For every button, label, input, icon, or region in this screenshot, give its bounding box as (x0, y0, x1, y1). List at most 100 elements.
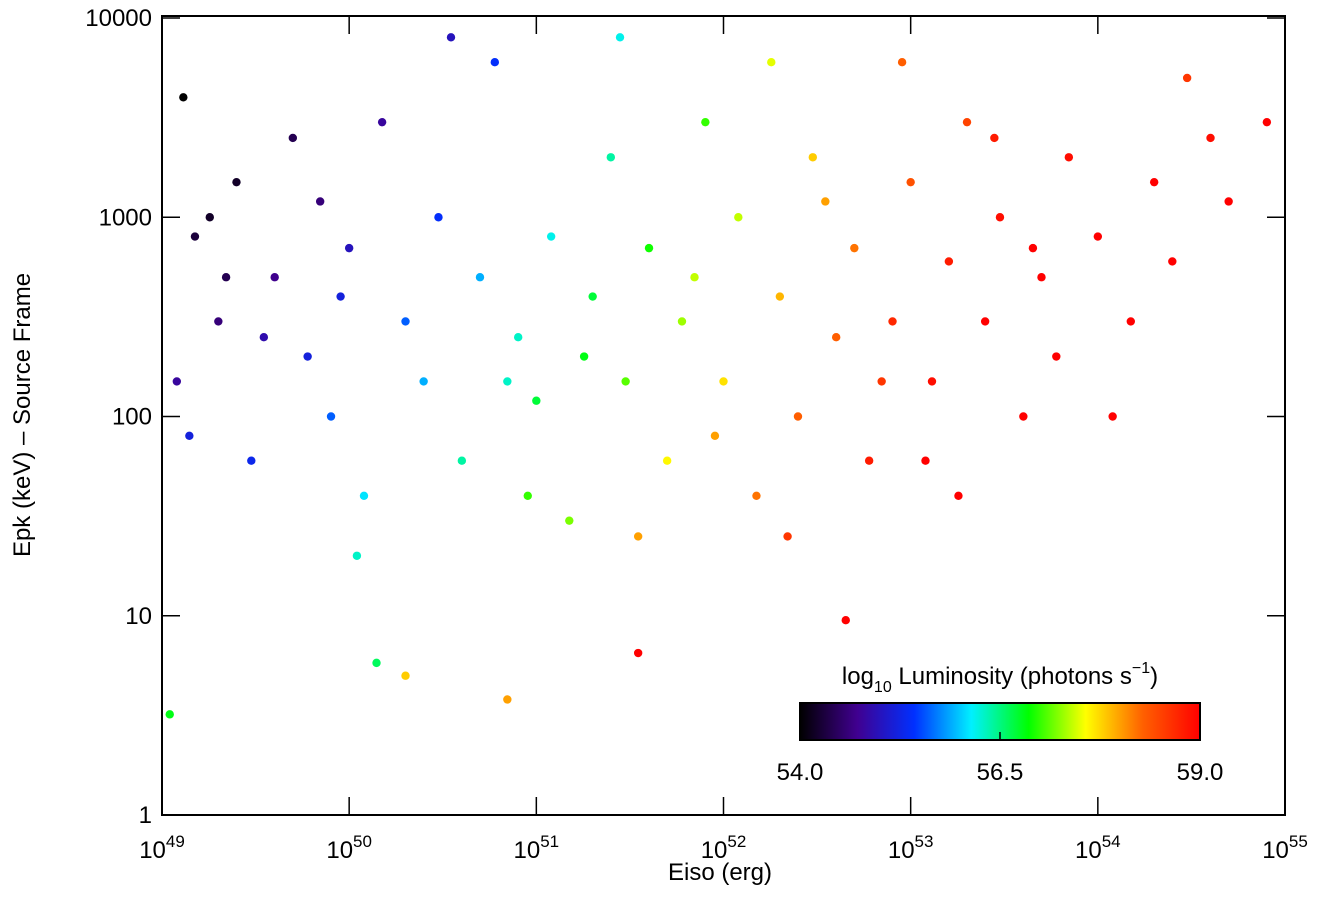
point (1149, 177, 1159, 187)
point (419, 377, 428, 386)
point (980, 317, 990, 326)
x-tick-label: 1050 (326, 832, 372, 864)
colorbar-title-part: −1 (1132, 660, 1150, 677)
point (927, 377, 937, 386)
point (734, 213, 743, 222)
y-axis-title: Epk (keV) – Source Frame (9, 273, 36, 557)
point (205, 213, 214, 222)
colorbar-title: log10 Luminosity (photons s−1) (842, 660, 1158, 696)
point (1019, 412, 1028, 421)
point (888, 317, 897, 326)
point (633, 648, 643, 658)
point (897, 58, 907, 67)
point (690, 273, 699, 282)
point (783, 532, 792, 541)
point (579, 352, 589, 361)
point (565, 516, 574, 525)
colorbar-tick-label: 56.5 (977, 759, 1024, 786)
point (677, 317, 687, 326)
point (841, 615, 850, 625)
point (288, 133, 298, 143)
colorbar-title-part: 10 (874, 679, 892, 696)
point (214, 317, 223, 326)
point (1037, 273, 1046, 282)
point (401, 671, 410, 680)
points (165, 33, 1272, 719)
y-tick-label: 10000 (85, 5, 152, 32)
y-tick-label: 10 (125, 603, 152, 630)
point (503, 377, 512, 386)
point (1064, 153, 1074, 162)
point (1126, 317, 1135, 326)
point (352, 551, 362, 560)
point (359, 491, 369, 500)
point (490, 58, 500, 67)
point (303, 352, 312, 361)
point (165, 710, 174, 719)
point (546, 232, 556, 241)
point (701, 117, 710, 127)
point (1052, 352, 1061, 361)
y-tick-label: 1 (139, 802, 152, 829)
point (190, 232, 200, 241)
point (179, 93, 188, 102)
point (644, 243, 654, 253)
point (588, 292, 597, 301)
x-axis-title: Eiso (erg) (668, 859, 772, 886)
point (775, 292, 785, 301)
point (1262, 117, 1272, 127)
point (921, 456, 930, 465)
point (990, 133, 999, 143)
point (1182, 73, 1192, 83)
point (995, 213, 1005, 222)
point (962, 117, 972, 127)
point (247, 456, 256, 465)
point (954, 491, 963, 500)
point (719, 377, 728, 386)
point (621, 377, 630, 386)
point (1168, 257, 1177, 266)
point (185, 431, 194, 441)
point (793, 412, 803, 421)
point (503, 695, 512, 704)
point (606, 153, 616, 162)
point (232, 177, 241, 187)
point (475, 273, 485, 282)
point (401, 317, 410, 326)
point (1206, 133, 1215, 143)
y-tick-label: 1000 (99, 204, 152, 231)
point (1028, 243, 1038, 253)
point (877, 377, 886, 386)
point (172, 377, 182, 386)
point (221, 273, 231, 282)
colorbar-title-part: log (842, 663, 874, 690)
point (1224, 197, 1233, 206)
point (864, 456, 874, 465)
colorbar-title-part: Luminosity (photons s (892, 663, 1132, 690)
point (662, 456, 672, 465)
point (523, 491, 532, 500)
point (532, 396, 541, 405)
point (633, 532, 643, 541)
point (1093, 232, 1103, 241)
point (808, 153, 818, 162)
colorbar-tick-label: 54.0 (777, 759, 824, 786)
x-tick-label: 1055 (1262, 832, 1308, 864)
point (259, 333, 269, 342)
point (1108, 412, 1117, 421)
x-tick-label: 1052 (701, 832, 747, 864)
colorbar-title-part: ) (1150, 663, 1158, 690)
point (344, 243, 354, 253)
point (315, 197, 325, 206)
point (821, 197, 830, 206)
x-tick-label: 1054 (1075, 832, 1121, 864)
point (457, 456, 467, 465)
x-tick-label: 1049 (139, 832, 185, 864)
point (446, 33, 456, 42)
colorbar-tick-label: 59.0 (1177, 759, 1224, 786)
point (944, 257, 954, 266)
point (434, 213, 443, 222)
point (377, 117, 387, 127)
y-tick-label: 100 (112, 404, 152, 431)
